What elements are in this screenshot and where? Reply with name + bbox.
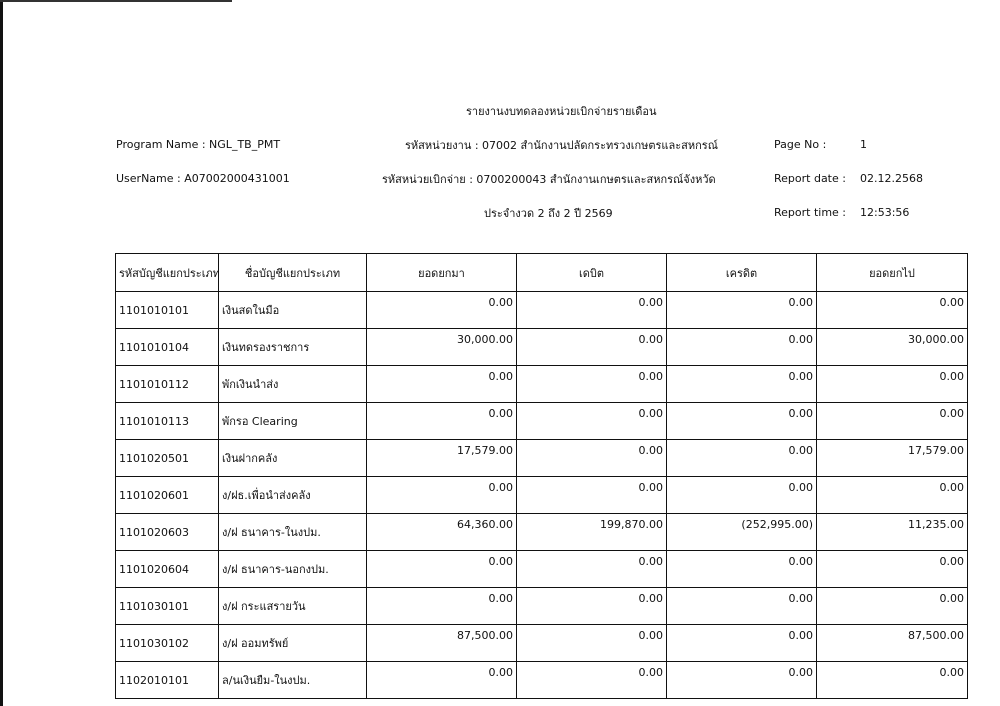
report-title: รายงานงบทดลองหน่วยเบิกจ่ายรายเดือน [466, 105, 657, 118]
cell-opening-balance: 0.00 [366, 587, 517, 625]
header-credit: เครดิต [666, 253, 817, 292]
period: ประจำงวด 2 ถึง 2 ปี 2569 [484, 207, 613, 220]
page-label: Page No : [774, 138, 827, 151]
table-row: 1101010113 พักรอ Clearing 0.00 0.00 0.00 0.00 [115, 402, 968, 440]
cell-account-code: 1101020604 [115, 550, 219, 588]
cell-closing-balance: 0.00 [816, 291, 968, 329]
cell-account-code: 1101020603 [115, 513, 219, 551]
cell-account-name: เงินสดในมือ [218, 291, 367, 329]
header-opening-balance: ยอดยกมา [366, 253, 517, 292]
cell-account-code: 1102010101 [115, 661, 219, 699]
cell-account-name: ง/ฝธ.เพื่อนำส่งคลัง [218, 476, 367, 514]
table-row: 1101020604 ง/ฝ ธนาคาร-นอกงปม. 0.00 0.00 0.00… [115, 550, 968, 588]
cell-account-code: 1101020601 [115, 476, 219, 514]
cell-credit: 0.00 [666, 402, 817, 440]
cell-opening-balance: 0.00 [366, 661, 517, 699]
cell-closing-balance: 11,235.00 [816, 513, 968, 551]
cell-account-code: 1101010112 [115, 365, 219, 403]
cell-debit: 0.00 [516, 587, 667, 625]
table-row: 1101010101 เงินสดในมือ 0.00 0.00 0.00 0.00 [115, 291, 968, 329]
cell-debit: 0.00 [516, 402, 667, 440]
cell-account-code: 1101020501 [115, 439, 219, 477]
cell-debit: 199,870.00 [516, 513, 667, 551]
trial-balance-table: รหัสบัญชีแยกประเภท ชื่อบัญชีแยกประเภท ยอ… [115, 253, 968, 699]
cell-debit: 0.00 [516, 550, 667, 588]
table-row: 1102010101 ล/นเงินยืม-ในงปม. 0.00 0.00 0.00 0… [115, 661, 968, 699]
cell-credit: (252,995.00) [666, 513, 817, 551]
scan-edge-top [0, 0, 232, 2]
cell-debit: 0.00 [516, 291, 667, 329]
cell-opening-balance: 64,360.00 [366, 513, 517, 551]
cell-account-code: 1101010113 [115, 402, 219, 440]
cell-account-name: ง/ฝ กระแสรายวัน [218, 587, 367, 625]
cell-account-code: 1101030102 [115, 624, 219, 662]
cell-debit: 0.00 [516, 624, 667, 662]
cell-account-name: เงินทดรองราชการ [218, 328, 367, 366]
cell-closing-balance: 0.00 [816, 365, 968, 403]
cell-closing-balance: 87,500.00 [816, 624, 968, 662]
table-row: 1101020501 เงินฝากคลัง 17,579.00 0.00 0.00 17… [115, 439, 968, 477]
cell-closing-balance: 0.00 [816, 661, 968, 699]
page-value: 1 [860, 138, 867, 151]
cell-account-name: ล/นเงินยืม-ในงปม. [218, 661, 367, 699]
cell-debit: 0.00 [516, 328, 667, 366]
cell-closing-balance: 0.00 [816, 402, 968, 440]
header-closing-balance: ยอดยกไป [816, 253, 968, 292]
cell-closing-balance: 30,000.00 [816, 328, 968, 366]
cell-opening-balance: 0.00 [366, 365, 517, 403]
cell-closing-balance: 0.00 [816, 550, 968, 588]
report-date-label: Report date : [774, 172, 846, 185]
cell-account-name: ง/ฝ ธนาคาร-ในงปม. [218, 513, 367, 551]
cell-credit: 0.00 [666, 476, 817, 514]
cell-opening-balance: 0.00 [366, 402, 517, 440]
agency-code: รหัสหน่วยงาน : 07002 สำนักงานปลัดกระทรวง… [405, 139, 718, 152]
cell-debit: 0.00 [516, 365, 667, 403]
cell-closing-balance: 0.00 [816, 476, 968, 514]
cell-credit: 0.00 [666, 587, 817, 625]
cell-opening-balance: 0.00 [366, 291, 517, 329]
cell-opening-balance: 17,579.00 [366, 439, 517, 477]
cell-account-code: 1101010104 [115, 328, 219, 366]
cell-account-name: เงินฝากคลัง [218, 439, 367, 477]
cell-credit: 0.00 [666, 328, 817, 366]
scan-edge-left [0, 0, 3, 706]
cell-debit: 0.00 [516, 439, 667, 477]
report-time-value: 12:53:56 [860, 206, 910, 219]
cell-debit: 0.00 [516, 476, 667, 514]
cell-credit: 0.00 [666, 661, 817, 699]
disbursing-unit: รหัสหน่วยเบิกจ่าย : 0700200043 สำนักงานเ… [382, 173, 716, 186]
cell-credit: 0.00 [666, 291, 817, 329]
cell-opening-balance: 30,000.00 [366, 328, 517, 366]
cell-credit: 0.00 [666, 439, 817, 477]
cell-account-name: พักรอ Clearing [218, 402, 367, 440]
cell-credit: 0.00 [666, 550, 817, 588]
cell-opening-balance: 87,500.00 [366, 624, 517, 662]
header-debit: เดบิต [516, 253, 667, 292]
program-name: Program Name : NGL_TB_PMT [116, 138, 281, 151]
table-row: 1101030102 ง/ฝ ออมทรัพย์ 87,500.00 0.00 0.00… [115, 624, 968, 662]
cell-opening-balance: 0.00 [366, 476, 517, 514]
cell-account-name: ง/ฝ ธนาคาร-นอกงปม. [218, 550, 367, 588]
table-row: 1101020603 ง/ฝ ธนาคาร-ในงปม. 64,360.00 199,… [115, 513, 968, 551]
cell-account-name: ง/ฝ ออมทรัพย์ [218, 624, 367, 662]
table-row: 1101010104 เงินทดรองราชการ 30,000.00 0.00 0.… [115, 328, 968, 366]
cell-account-code: 1101010101 [115, 291, 219, 329]
cell-debit: 0.00 [516, 661, 667, 699]
table-row: 1101030101 ง/ฝ กระแสรายวัน 0.00 0.00 0.00 0.0… [115, 587, 968, 625]
report-date-value: 02.12.2568 [860, 172, 923, 185]
cell-opening-balance: 0.00 [366, 550, 517, 588]
table-row: 1101010112 พักเงินนำส่ง 0.00 0.00 0.00 0.00 [115, 365, 968, 403]
cell-credit: 0.00 [666, 365, 817, 403]
cell-closing-balance: 17,579.00 [816, 439, 968, 477]
cell-credit: 0.00 [666, 624, 817, 662]
header-account-name: ชื่อบัญชีแยกประเภท [218, 253, 367, 292]
cell-account-name: พักเงินนำส่ง [218, 365, 367, 403]
username: UserName : A07002000431001 [116, 172, 290, 185]
header-account-code: รหัสบัญชีแยกประเภท [115, 253, 219, 292]
cell-closing-balance: 0.00 [816, 587, 968, 625]
table-row: 1101020601 ง/ฝธ.เพื่อนำส่งคลัง 0.00 0.00 0.0… [115, 476, 968, 514]
cell-account-code: 1101030101 [115, 587, 219, 625]
table-header-row: รหัสบัญชีแยกประเภท ชื่อบัญชีแยกประเภท ยอ… [115, 253, 968, 292]
report-time-label: Report time : [774, 206, 847, 219]
